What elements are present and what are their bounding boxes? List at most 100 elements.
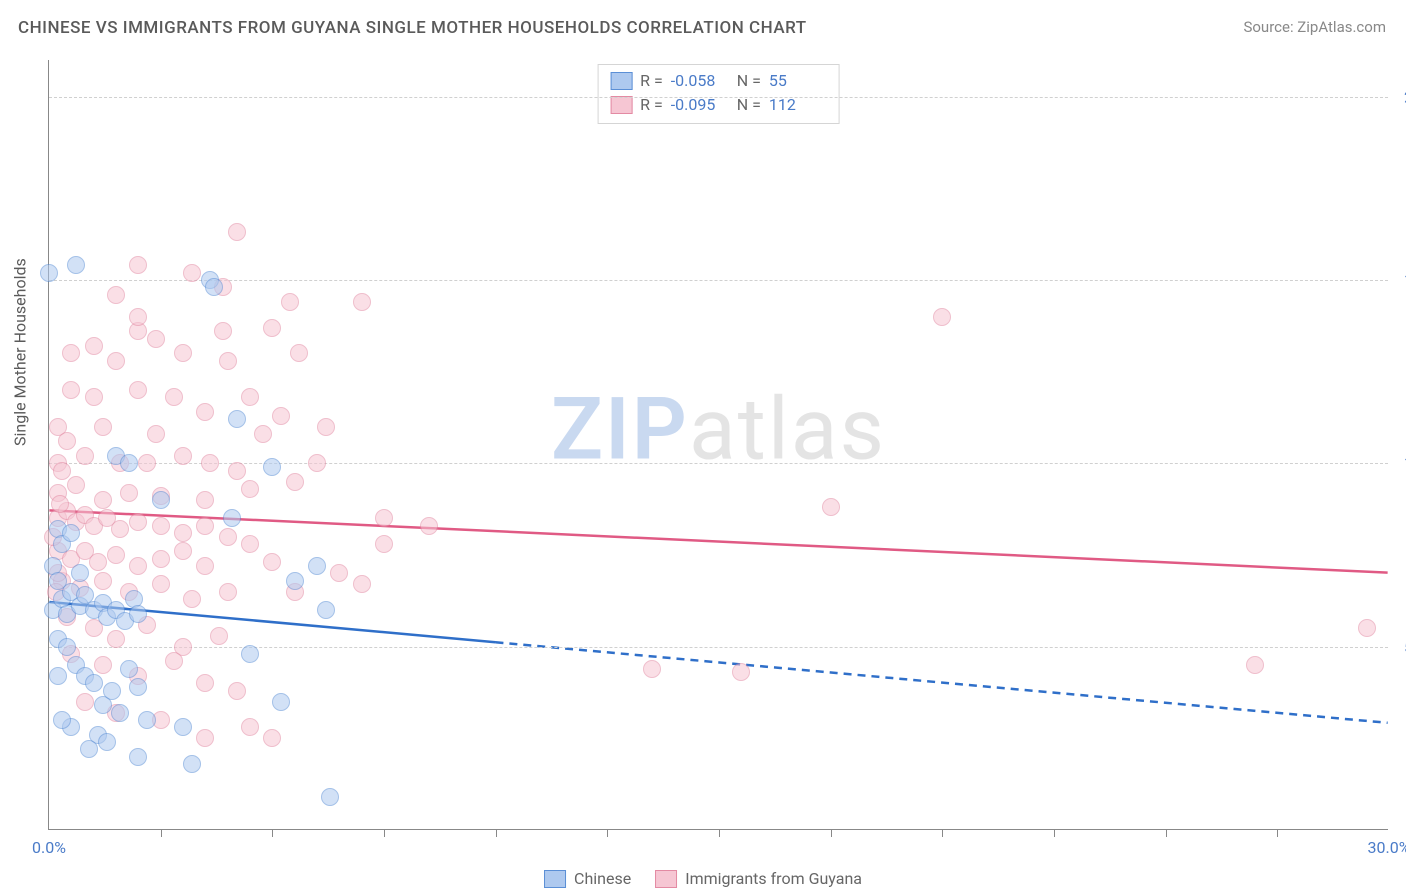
y-tick-label: 15.0% (1396, 271, 1406, 290)
scatter-point-a (183, 755, 201, 773)
y-tick-label: 5.0% (1396, 637, 1406, 656)
scatter-point-b (281, 293, 299, 311)
scatter-point-b (214, 322, 232, 340)
scatter-point-b (129, 381, 147, 399)
watermark-part1: ZIP (551, 379, 689, 480)
scatter-point-b (286, 473, 304, 491)
scatter-point-b (196, 674, 214, 692)
scatter-point-a (103, 682, 121, 700)
scatter-point-b (254, 425, 272, 443)
scatter-point-b (263, 729, 281, 747)
gridline (49, 463, 1388, 464)
scatter-point-b (111, 520, 129, 538)
x-tick (831, 829, 832, 837)
scatter-point-b (420, 517, 438, 535)
scatter-point-a (205, 278, 223, 296)
scatter-point-b (152, 550, 170, 568)
scatter-point-b (165, 652, 183, 670)
scatter-point-b (241, 388, 259, 406)
scatter-point-b (241, 480, 259, 498)
scatter-point-b (219, 528, 237, 546)
scatter-point-b (94, 656, 112, 674)
scatter-point-b (94, 418, 112, 436)
scatter-point-b (94, 491, 112, 509)
scatter-point-b (196, 517, 214, 535)
x-tick (161, 829, 162, 837)
scatter-point-b (174, 542, 192, 560)
scatter-point-b (174, 524, 192, 542)
scatter-point-b (219, 583, 237, 601)
scatter-point-b (317, 418, 335, 436)
chart-title: CHINESE VS IMMIGRANTS FROM GUYANA SINGLE… (18, 18, 807, 38)
n-value-a: 55 (769, 69, 827, 93)
scatter-point-b (94, 572, 112, 590)
scatter-point-a (241, 645, 259, 663)
scatter-point-b (85, 337, 103, 355)
scatter-point-a (67, 256, 85, 274)
correlation-legend: R = -0.058 N = 55 R = -0.095 N = 112 (597, 64, 840, 124)
x-tick (384, 829, 385, 837)
scatter-point-b (330, 564, 348, 582)
scatter-point-b (147, 330, 165, 348)
scatter-point-b (174, 344, 192, 362)
scatter-point-b (353, 575, 371, 593)
x-tick (1277, 829, 1278, 837)
scatter-point-b (183, 590, 201, 608)
scatter-point-a (120, 454, 138, 472)
scatter-point-b (219, 352, 237, 370)
source-label: Source: ZipAtlas.com (1243, 18, 1386, 36)
legend-swatch-a (544, 870, 566, 888)
legend-item-a: Chinese (544, 869, 631, 888)
scatter-point-b (375, 535, 393, 553)
scatter-point-a (111, 704, 129, 722)
scatter-point-a (62, 524, 80, 542)
scatter-point-b (138, 454, 156, 472)
scatter-point-a (49, 667, 67, 685)
scatter-point-b (58, 432, 76, 450)
scatter-point-b (196, 491, 214, 509)
scatter-point-b (1358, 619, 1376, 637)
x-tick (272, 829, 273, 837)
scatter-point-b (85, 388, 103, 406)
scatter-point-b (263, 553, 281, 571)
scatter-point-b (107, 286, 125, 304)
scatter-point-b (375, 509, 393, 527)
scatter-point-b (76, 693, 94, 711)
r-value-a: -0.058 (671, 69, 729, 93)
watermark-part2: atlas (689, 379, 886, 480)
correlation-chart: CHINESE VS IMMIGRANTS FROM GUYANA SINGLE… (0, 0, 1406, 892)
scatter-point-a (138, 711, 156, 729)
scatter-point-b (62, 381, 80, 399)
series-legend: Chinese Immigrants from Guyana (544, 869, 862, 888)
scatter-point-b (76, 447, 94, 465)
plot-area: ZIPatlas R = -0.058 N = 55 R = -0.095 N … (48, 60, 1388, 830)
scatter-point-b (263, 319, 281, 337)
scatter-point-b (196, 403, 214, 421)
swatch-series-a (610, 72, 632, 90)
scatter-point-b (822, 498, 840, 516)
scatter-point-b (51, 495, 69, 513)
x-tick (719, 829, 720, 837)
scatter-point-a (129, 678, 147, 696)
scatter-point-b (107, 630, 125, 648)
scatter-point-a (58, 638, 76, 656)
correlation-row-a: R = -0.058 N = 55 (610, 69, 827, 93)
scatter-point-b (129, 513, 147, 531)
legend-label-b: Immigrants from Guyana (685, 869, 862, 888)
x-tick-label: 30.0% (1368, 838, 1406, 857)
scatter-point-a (286, 572, 304, 590)
scatter-point-b (107, 546, 125, 564)
scatter-point-a (98, 733, 116, 751)
scatter-point-a (317, 601, 335, 619)
n-label: N = (737, 69, 761, 93)
scatter-point-b (228, 462, 246, 480)
scatter-point-a (263, 458, 281, 476)
scatter-point-a (80, 740, 98, 758)
legend-swatch-b (655, 870, 677, 888)
x-tick-label: 0.0% (32, 838, 66, 857)
scatter-point-b (129, 256, 147, 274)
scatter-point-b (53, 462, 71, 480)
scatter-point-b (241, 718, 259, 736)
scatter-point-a (71, 564, 89, 582)
x-tick (1054, 829, 1055, 837)
